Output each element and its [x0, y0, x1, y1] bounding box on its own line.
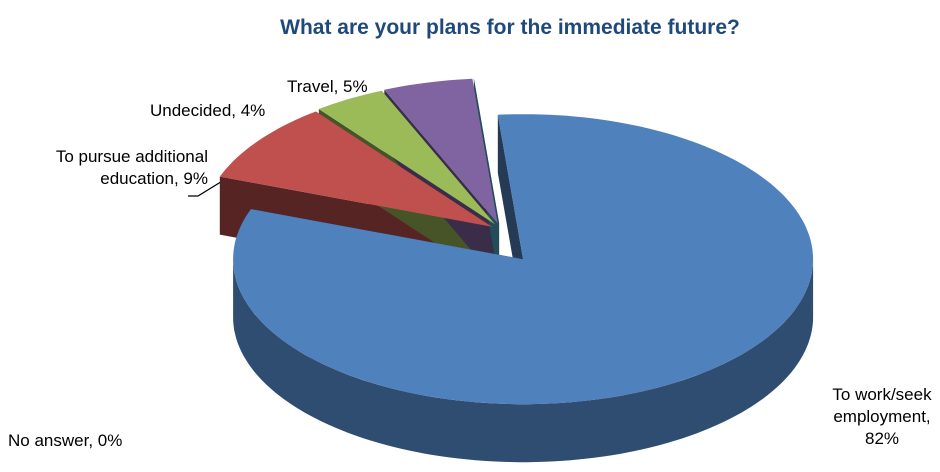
chart-title: What are your plans for the immediate fu… [280, 16, 740, 39]
slice [384, 78, 498, 224]
slice-label: Travel, 5% [287, 77, 368, 96]
slice-label: To work/seek employment, 82% [832, 385, 932, 448]
slice [219, 111, 493, 227]
slice [233, 114, 814, 405]
slice [318, 90, 495, 225]
slice-label: Undecided, 4% [150, 101, 266, 120]
slice-label: To pursue additional education, 9% [55, 147, 208, 188]
slice-label: No answer, 0% [8, 431, 123, 450]
slice-side [233, 259, 814, 463]
